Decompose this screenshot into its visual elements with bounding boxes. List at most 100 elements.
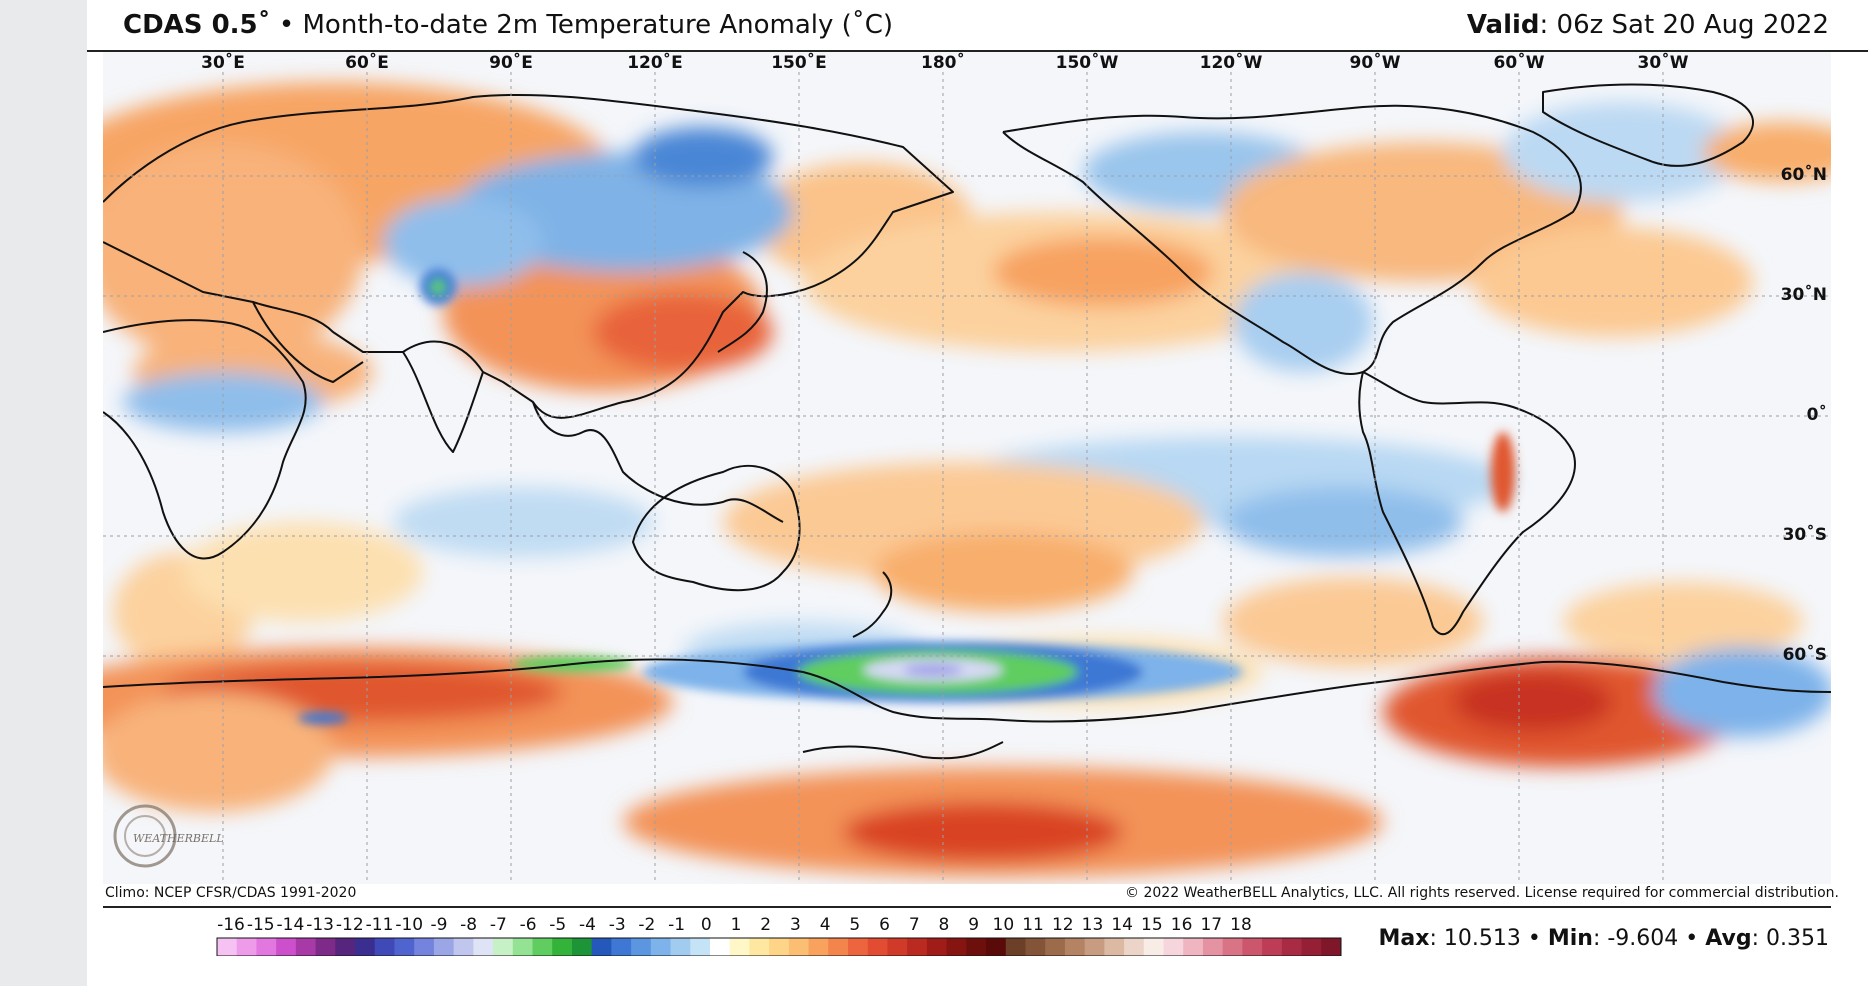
max-value: : 10.513 xyxy=(1429,926,1521,951)
legend-swatch xyxy=(1143,938,1165,956)
legend-swatch xyxy=(808,938,829,956)
legend-swatch xyxy=(591,938,612,956)
legend-swatch xyxy=(1183,938,1204,956)
legend-swatch xyxy=(1262,938,1283,956)
legend-tick: -16 xyxy=(217,915,245,935)
longitude-label: 90˚W xyxy=(1350,52,1401,73)
legend-swatch xyxy=(414,938,435,956)
legend-tick: 12 xyxy=(1052,915,1074,935)
legend-swatch xyxy=(729,938,750,956)
field-statistics: Max: 10.513 • Min: -9.604 • Avg: 0.351 xyxy=(1379,926,1829,951)
valid-label: Valid xyxy=(1466,10,1540,40)
legend-tick: 14 xyxy=(1111,915,1133,935)
legend-swatch xyxy=(769,938,790,956)
legend-swatch xyxy=(217,938,238,956)
legend-tick: -8 xyxy=(460,915,477,935)
legend-swatch xyxy=(1202,938,1224,956)
legend-swatch xyxy=(907,938,928,956)
anomaly-core xyxy=(298,269,1515,724)
legend-swatch xyxy=(236,938,257,956)
footer-divider xyxy=(103,906,1831,908)
legend-tick: -9 xyxy=(430,915,447,935)
legend-tick: -2 xyxy=(638,915,655,935)
legend-tick: -13 xyxy=(306,915,334,935)
avg-value: : 0.351 xyxy=(1751,926,1829,951)
climo-credit: Climo: NCEP CFSR/CDAS 1991-2020 xyxy=(103,884,359,902)
legend-swatch xyxy=(1242,938,1263,956)
model-name: CDAS 0.5˚ xyxy=(123,10,271,40)
map-card: CDAS 0.5˚ • Month-to-date 2m Temperature… xyxy=(87,0,1868,986)
latitude-label: 60˚N xyxy=(1781,163,1827,185)
legend-tick: 6 xyxy=(879,915,890,935)
legend-tick-labels: -16 -15 -14 -13 -12 -11 -10 -9 -8 -7 -6 -5 -4 -3 -2 -1 0… xyxy=(217,915,1252,935)
valid-time: Valid: 06z Sat 20 Aug 2022 xyxy=(1467,10,1829,40)
legend-swatch xyxy=(493,938,514,956)
legend-tick: 1 xyxy=(731,915,742,935)
legend-swatch xyxy=(926,938,948,956)
legend-swatch xyxy=(709,938,731,956)
latitude-label: 0˚ xyxy=(1807,403,1827,425)
legend-tick: -3 xyxy=(609,915,626,935)
weatherbell-logo: WEATHERBELL xyxy=(113,804,224,868)
product-title: Month-to-date 2m Temperature Anomaly (˚C… xyxy=(302,10,894,40)
legend-swatch xyxy=(552,938,573,956)
legend-swatch xyxy=(276,938,297,956)
legend-tick: 0 xyxy=(701,915,712,935)
legend-swatch xyxy=(473,938,494,956)
copyright-credit: © 2022 WeatherBELL Analytics, LLC. All r… xyxy=(1123,884,1841,902)
legend-swatch xyxy=(611,938,632,956)
legend-swatch xyxy=(1005,938,1026,956)
map-header: CDAS 0.5˚ • Month-to-date 2m Temperature… xyxy=(87,0,1868,52)
legend-swatch xyxy=(433,938,455,956)
legend-swatch xyxy=(355,938,376,956)
legend-swatch xyxy=(1045,938,1066,956)
legend-tick: -12 xyxy=(336,915,364,935)
legend-color-bar xyxy=(216,937,1342,956)
longitude-label: 150˚E xyxy=(771,52,827,73)
legend-swatch xyxy=(828,938,849,956)
anomaly-map: WEATHERBELL 30˚E 60˚E 90˚E 120˚E 150˚E 180˚ 15… xyxy=(103,52,1831,884)
legend-swatch xyxy=(887,938,908,956)
latitude-label: 30˚S xyxy=(1783,523,1827,545)
longitude-label: 180˚ xyxy=(921,52,965,73)
legend-swatch xyxy=(1301,938,1322,956)
legend-swatch xyxy=(966,938,987,956)
legend-swatch xyxy=(946,938,967,956)
legend-swatch xyxy=(571,938,593,956)
legend-tick: -1 xyxy=(668,915,685,935)
legend-tick: 8 xyxy=(939,915,950,935)
logo-text: WEATHERBELL xyxy=(133,832,224,845)
legend-outline xyxy=(216,937,1342,956)
anomaly-field xyxy=(103,82,1831,877)
longitude-labels: 30˚E 60˚E 90˚E 120˚E 150˚E 180˚ 150˚W 120˚W 90˚W… xyxy=(201,52,1689,73)
legend-swatch xyxy=(1104,938,1125,956)
longitude-label: 60˚W xyxy=(1494,52,1545,73)
stats-sep-2: • xyxy=(1685,926,1699,951)
legend-swatch xyxy=(986,938,1007,956)
legend-tick: -15 xyxy=(247,915,275,935)
legend-swatch xyxy=(394,938,415,956)
legend-swatch xyxy=(1025,938,1046,956)
color-legend: -16 -15 -14 -13 -12 -11 -10 -9 -8 -7 -6 -5 -4 -3 -2 -1 0… xyxy=(216,915,1342,956)
legend-swatch xyxy=(335,938,356,956)
legend-swatch xyxy=(1163,938,1184,956)
min-label: Min xyxy=(1547,926,1593,951)
legend-tick: 4 xyxy=(820,915,831,935)
legend-swatch xyxy=(788,938,810,956)
longitude-label: 90˚E xyxy=(489,52,533,73)
longitude-label: 60˚E xyxy=(345,52,389,73)
legend-swatch xyxy=(670,938,691,956)
legend-tick: -5 xyxy=(549,915,566,935)
legend-tick: 5 xyxy=(849,915,860,935)
legend-swatch xyxy=(532,938,553,956)
legend-swatch xyxy=(1321,938,1342,956)
legend-swatch xyxy=(512,938,534,956)
valid-value: : 06z Sat 20 Aug 2022 xyxy=(1539,10,1829,40)
legend-swatch xyxy=(295,938,317,956)
longitude-label: 30˚W xyxy=(1638,52,1689,73)
legend-tick: -4 xyxy=(579,915,596,935)
legend-tick: 13 xyxy=(1082,915,1104,935)
latitude-label: 30˚N xyxy=(1781,283,1827,305)
longitude-label: 120˚E xyxy=(627,52,683,73)
avg-label: Avg xyxy=(1705,926,1752,951)
